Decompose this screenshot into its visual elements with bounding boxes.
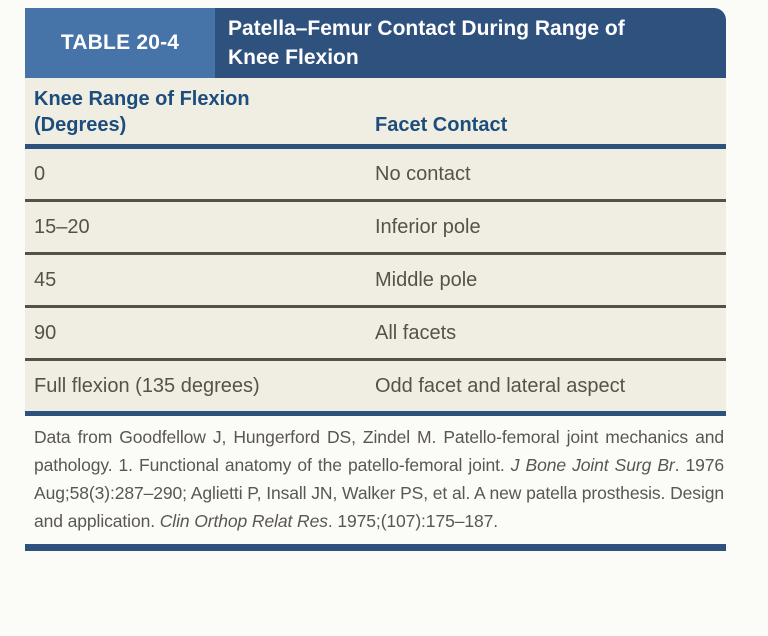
column-header-facet-contact: Facet Contact	[375, 114, 508, 136]
table-20-4: TABLE 20-4 Patella–Femur Contact During …	[25, 8, 726, 551]
table-row: 0 No contact	[25, 149, 726, 202]
footnote-journal-1: J Bone Joint Surg Br	[510, 455, 675, 475]
footnote-divider-rule	[25, 411, 726, 416]
footnote-text-part1: Data from Goodfellow J, Hungerford DS, Z…	[34, 427, 724, 475]
table-title: Patella–Femur Contact During Range of Kn…	[215, 8, 726, 78]
table-row: 15–20 Inferior pole	[25, 202, 726, 255]
range-cell: Full flexion (135 degrees)	[34, 374, 260, 397]
range-cell: 90	[34, 321, 57, 344]
range-cell: 45	[34, 268, 57, 291]
table-title-line2: Knee Flexion	[228, 46, 359, 69]
contact-cell: No contact	[375, 162, 471, 185]
table-bottom-rule	[25, 544, 726, 551]
footnote-journal-2: Clin Orthop Relat Res	[159, 511, 328, 531]
contact-cell: Middle pole	[375, 268, 478, 291]
table-number-label: TABLE 20-4	[25, 8, 215, 78]
column-header-knee-range: Knee Range of Flexion (Degrees)	[25, 86, 375, 138]
table-footnote: Data from Goodfellow J, Hungerford DS, Z…	[25, 416, 726, 539]
header-divider-rule	[25, 144, 726, 149]
table-row: Full flexion (135 degrees) Odd facet and…	[25, 361, 726, 411]
range-cell: 0	[34, 162, 46, 185]
contact-cell: Inferior pole	[375, 215, 481, 238]
range-cell: 15–20	[34, 215, 90, 238]
column-header-knee-range-line2: (Degrees)	[34, 114, 127, 136]
footnote-text-part3: . 1975;(107):175–187.	[327, 511, 498, 531]
table-title-line1: Patella–Femur Contact During Range of	[228, 17, 625, 40]
column-header-knee-range-line1: Knee Range of Flexion	[34, 88, 250, 110]
table-body: Knee Range of Flexion (Degrees) Facet Co…	[25, 78, 726, 411]
table-header-band: TABLE 20-4 Patella–Femur Contact During …	[25, 8, 726, 78]
contact-cell: All facets	[375, 321, 457, 344]
table-row: 90 All facets	[25, 308, 726, 361]
table-row: 45 Middle pole	[25, 255, 726, 308]
footnote-text-part2: . 1976 Aug;58(3):287–290; Aglietti P, In…	[34, 455, 725, 531]
column-header-row: Knee Range of Flexion (Degrees) Facet Co…	[25, 78, 726, 144]
contact-cell: Odd facet and lateral aspect	[375, 374, 626, 397]
